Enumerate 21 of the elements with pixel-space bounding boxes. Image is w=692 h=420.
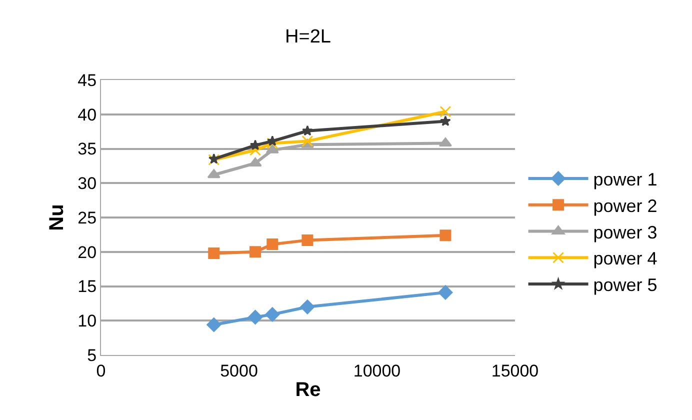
y-tick-label: 40 xyxy=(78,105,97,124)
y-tick-label: 20 xyxy=(78,242,97,262)
y-tick-label: 35 xyxy=(78,140,97,159)
y-axis-title: Nu xyxy=(46,204,68,231)
x-tick-label: 5000 xyxy=(220,361,258,380)
y-tick-label: 30 xyxy=(78,174,97,194)
y-tick-label: 15 xyxy=(78,277,97,296)
y-tick-label: 10 xyxy=(78,312,97,331)
y-tick-label: 5 xyxy=(87,346,97,365)
x-tick-label: 15000 xyxy=(491,361,539,380)
chart-title: H=2L xyxy=(285,26,331,48)
legend-label: power 2 xyxy=(593,196,658,216)
legend-label: power 4 xyxy=(593,248,658,269)
legend-label: power 1 xyxy=(593,169,658,190)
y-tick-label: 25 xyxy=(78,208,97,228)
legend-label: power 5 xyxy=(593,275,658,296)
legend-label: power 3 xyxy=(593,222,658,242)
x-tick-label: 0 xyxy=(96,361,106,380)
x-axis-title: Re xyxy=(295,378,321,401)
y-tick-label: 45 xyxy=(78,70,97,90)
x-tick-label: 10000 xyxy=(353,361,401,380)
